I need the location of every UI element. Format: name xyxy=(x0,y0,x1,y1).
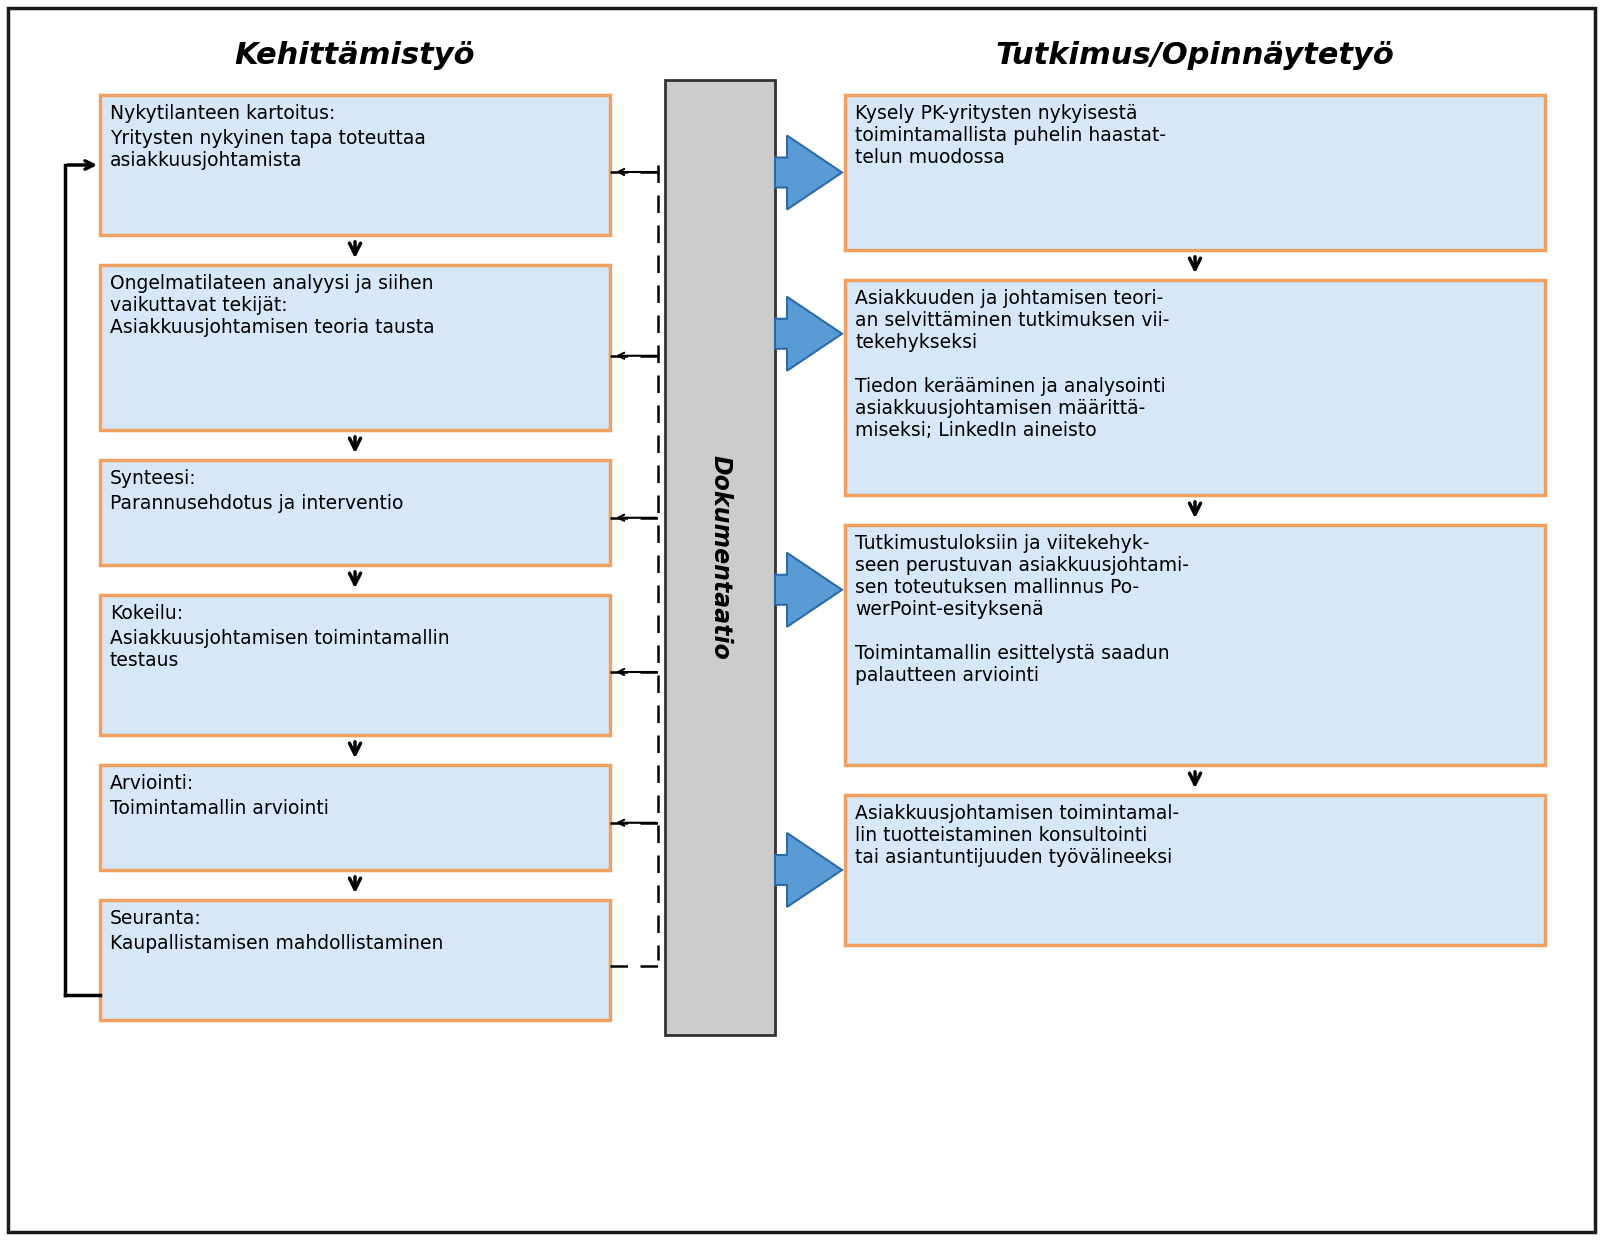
Text: Asiakkuusjohtamisen toimintamal-
lin tuotteistaminen konsultointi
tai asiantunti: Asiakkuusjohtamisen toimintamal- lin tuo… xyxy=(854,804,1180,867)
Bar xyxy=(99,900,611,1021)
Text: Toimintamallin arviointi: Toimintamallin arviointi xyxy=(111,799,329,817)
Text: Asiakkuusjohtamisen teoria tausta: Asiakkuusjohtamisen teoria tausta xyxy=(111,319,434,337)
Text: Yritysten nykyinen tapa toteuttaa
asiakkuusjohtamista: Yritysten nykyinen tapa toteuttaa asiakk… xyxy=(111,129,426,170)
Text: Synteesi:: Synteesi: xyxy=(111,469,197,489)
Bar xyxy=(845,795,1545,945)
Bar xyxy=(99,95,611,236)
Text: Dokumentaatio: Dokumentaatio xyxy=(709,455,733,660)
Text: Seuranta:: Seuranta: xyxy=(111,909,202,928)
Bar xyxy=(845,280,1545,495)
Text: Kehittämistyö: Kehittämistyö xyxy=(234,41,476,69)
Text: Ongelmatilateen analyysi ja siihen
vaikuttavat tekijät:: Ongelmatilateen analyysi ja siihen vaiku… xyxy=(111,274,433,315)
Text: Asiakkuusjohtamisen toimintamallin
testaus: Asiakkuusjohtamisen toimintamallin testa… xyxy=(111,629,449,670)
Bar xyxy=(845,525,1545,765)
Polygon shape xyxy=(774,135,842,210)
Bar xyxy=(99,595,611,735)
Text: Kysely PK-yritysten nykyisestä
toimintamallista puhelin haastat-
telun muodossa: Kysely PK-yritysten nykyisestä toimintam… xyxy=(854,104,1165,167)
Bar xyxy=(99,265,611,430)
Text: Asiakkuuden ja johtamisen teori-
an selvittäminen tutkimuksen vii-
tekehykseksi
: Asiakkuuden ja johtamisen teori- an selv… xyxy=(854,289,1169,440)
Text: Tutkimustuloksiin ja viitekehyk-
seen perustuvan asiakkuusjohtami-
sen toteutuks: Tutkimustuloksiin ja viitekehyk- seen pe… xyxy=(854,534,1189,684)
Polygon shape xyxy=(774,833,842,906)
Text: Arviointi:: Arviointi: xyxy=(111,774,194,794)
Bar xyxy=(99,460,611,565)
Text: Tutkimus/Opinnäytetyö: Tutkimus/Opinnäytetyö xyxy=(995,41,1395,69)
Polygon shape xyxy=(774,553,842,626)
Text: Kaupallistamisen mahdollistaminen: Kaupallistamisen mahdollistaminen xyxy=(111,934,444,952)
Text: Nykytilanteen kartoitus:: Nykytilanteen kartoitus: xyxy=(111,104,335,123)
Text: Kokeilu:: Kokeilu: xyxy=(111,604,183,622)
Polygon shape xyxy=(774,296,842,371)
Bar xyxy=(845,95,1545,250)
Text: Parannusehdotus ja interventio: Parannusehdotus ja interventio xyxy=(111,494,404,512)
Bar xyxy=(99,765,611,870)
Bar xyxy=(665,81,774,1035)
